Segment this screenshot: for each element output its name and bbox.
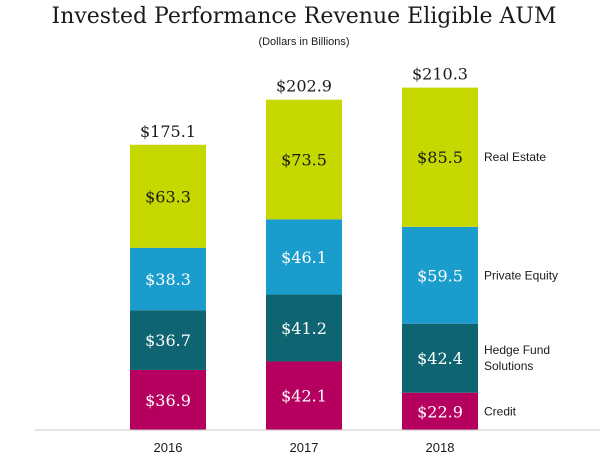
bar-segment-private-equity-2017 — [266, 219, 342, 295]
total-label-2018: $210.3 — [412, 65, 468, 84]
bar-segment-real-estate-2016 — [130, 144, 206, 248]
data-label-credit-2016: $36.9 — [145, 391, 191, 410]
legend-entry-hedge-fund-solutions: Hedge Fund Solutions — [484, 343, 550, 373]
bar-segment-credit-2018 — [402, 392, 478, 430]
data-label-hedge-fund-solutions-2018: $42.4 — [417, 349, 463, 368]
data-label-private-equity-2016: $38.3 — [145, 270, 191, 289]
legend-entry-credit: Credit — [484, 404, 517, 418]
bar-segment-real-estate-2018 — [402, 87, 478, 227]
data-label-credit-2018: $22.9 — [417, 402, 463, 421]
data-label-hedge-fund-solutions-2017: $41.2 — [281, 319, 327, 338]
data-label-real-estate-2018: $85.5 — [417, 148, 463, 167]
bar-segment-hedge-fund-solutions-2016 — [130, 310, 206, 370]
bar-segment-hedge-fund-solutions-2017 — [266, 294, 342, 362]
bar-segment-real-estate-2017 — [266, 99, 342, 220]
data-label-real-estate-2016: $63.3 — [145, 187, 191, 206]
bars-group: $36.9 $36.7 $38.3 $63.3 $175.1 $42.1 $41.2 $46.… — [130, 65, 478, 430]
bar-segment-credit-2017 — [266, 361, 342, 430]
bar-segment-private-equity-2016 — [130, 247, 206, 311]
legend-entry-real-estate: Real Estate — [484, 150, 546, 164]
data-label-private-equity-2018: $59.5 — [417, 266, 463, 285]
x-tick-labels: 2016 2017 2018 — [154, 440, 455, 455]
data-label-credit-2017: $42.1 — [281, 387, 327, 406]
x-tick-label-2018: 2018 — [426, 440, 455, 455]
bar-segment-credit-2016 — [130, 369, 206, 430]
bar-segment-hedge-fund-solutions-2018 — [402, 323, 478, 393]
bar-segment-private-equity-2018 — [402, 226, 478, 324]
data-label-real-estate-2017: $73.5 — [281, 151, 327, 170]
chart-title: Invested Performance Revenue Eligible AU… — [52, 4, 557, 29]
x-tick-label-2016: 2016 — [154, 440, 183, 455]
total-label-2016: $175.1 — [140, 122, 196, 141]
data-label-private-equity-2017: $46.1 — [281, 248, 327, 267]
chart-subtitle: (Dollars in Billions) — [258, 36, 349, 48]
data-label-hedge-fund-solutions-2016: $36.7 — [145, 331, 191, 350]
legend-entry-private-equity: Private Equity — [484, 268, 558, 282]
legend: Credit Hedge Fund Solutions Private Equity R… — [484, 150, 558, 418]
x-tick-label-2017: 2017 — [290, 440, 319, 455]
total-label-2017: $202.9 — [276, 77, 332, 96]
